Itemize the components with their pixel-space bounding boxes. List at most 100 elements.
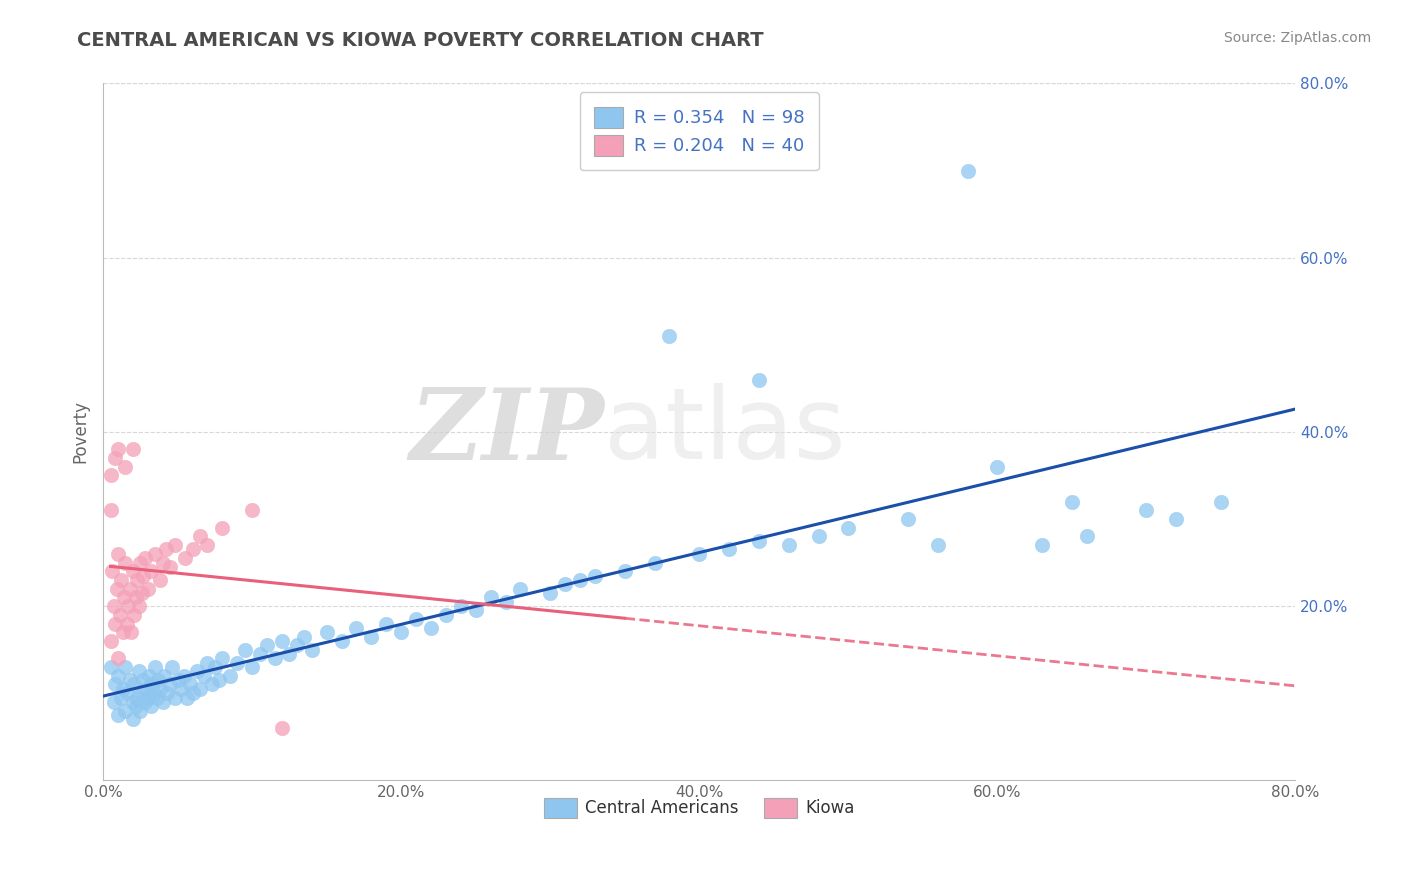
Point xyxy=(271,721,294,735)
Point xyxy=(136,582,159,596)
Point xyxy=(897,512,920,526)
Point xyxy=(748,533,770,548)
Point xyxy=(105,582,128,596)
Point xyxy=(1076,529,1098,543)
Point xyxy=(114,704,136,718)
Point xyxy=(583,568,606,582)
Point xyxy=(148,673,170,687)
Text: atlas: atlas xyxy=(605,384,845,481)
Point xyxy=(330,634,353,648)
Point xyxy=(125,591,148,605)
Point xyxy=(112,591,135,605)
Point xyxy=(240,503,263,517)
Point xyxy=(118,673,141,687)
Point xyxy=(159,677,181,691)
Point xyxy=(658,329,681,343)
Point xyxy=(263,651,285,665)
Point xyxy=(837,521,859,535)
Point xyxy=(149,573,172,587)
Point xyxy=(188,681,211,696)
Point xyxy=(197,538,219,552)
Point xyxy=(115,616,138,631)
Point xyxy=(122,712,145,726)
Point xyxy=(115,686,138,700)
Point xyxy=(193,669,215,683)
Point xyxy=(208,673,231,687)
Point xyxy=(179,677,201,691)
Point xyxy=(718,542,741,557)
Point xyxy=(152,695,174,709)
Point xyxy=(138,669,160,683)
Point xyxy=(131,686,153,700)
Point xyxy=(495,595,517,609)
Point xyxy=(100,660,122,674)
Point xyxy=(278,647,301,661)
Point xyxy=(124,607,146,622)
Point xyxy=(120,625,142,640)
Point xyxy=(271,634,294,648)
Point xyxy=(107,442,129,457)
Point xyxy=(104,616,127,631)
Point xyxy=(104,450,127,465)
Text: CENTRAL AMERICAN VS KIOWA POVERTY CORRELATION CHART: CENTRAL AMERICAN VS KIOWA POVERTY CORREL… xyxy=(77,31,763,50)
Point xyxy=(509,582,531,596)
Point xyxy=(143,547,166,561)
Point xyxy=(554,577,576,591)
Point xyxy=(986,459,1008,474)
Point xyxy=(748,373,770,387)
Point xyxy=(118,582,141,596)
Point xyxy=(360,630,382,644)
Point xyxy=(110,573,132,587)
Point xyxy=(114,660,136,674)
Point xyxy=(479,591,502,605)
Point xyxy=(111,681,134,696)
Point xyxy=(956,163,979,178)
Point xyxy=(107,651,129,665)
Text: ZIP: ZIP xyxy=(409,384,605,480)
Point xyxy=(122,695,145,709)
Point xyxy=(111,625,134,640)
Point xyxy=(211,521,233,535)
Point xyxy=(108,607,131,622)
Point xyxy=(778,538,800,552)
Point xyxy=(204,660,226,674)
Point xyxy=(155,542,177,557)
Point xyxy=(1166,512,1188,526)
Point xyxy=(927,538,949,552)
Point xyxy=(149,681,172,696)
Point xyxy=(114,556,136,570)
Point xyxy=(131,586,153,600)
Point xyxy=(124,677,146,691)
Point xyxy=(420,621,443,635)
Point xyxy=(292,630,315,644)
Point xyxy=(122,564,145,578)
Point xyxy=(434,607,457,622)
Point xyxy=(807,529,830,543)
Point xyxy=(122,442,145,457)
Point xyxy=(644,556,666,570)
Point xyxy=(464,603,486,617)
Point xyxy=(181,686,204,700)
Point xyxy=(346,621,368,635)
Point xyxy=(107,708,129,723)
Point xyxy=(163,690,186,705)
Point xyxy=(100,634,122,648)
Point xyxy=(159,560,181,574)
Point xyxy=(375,616,398,631)
Point xyxy=(176,690,198,705)
Point xyxy=(104,677,127,691)
Point xyxy=(538,586,561,600)
Point xyxy=(169,681,191,696)
Point xyxy=(127,573,149,587)
Point xyxy=(132,568,155,582)
Point xyxy=(569,573,592,587)
Point xyxy=(405,612,427,626)
Point xyxy=(173,669,195,683)
Point xyxy=(201,677,224,691)
Point xyxy=(1031,538,1053,552)
Point xyxy=(166,673,188,687)
Point xyxy=(240,660,263,674)
Text: Source: ZipAtlas.com: Source: ZipAtlas.com xyxy=(1223,31,1371,45)
Point xyxy=(146,690,169,705)
Point xyxy=(129,704,152,718)
